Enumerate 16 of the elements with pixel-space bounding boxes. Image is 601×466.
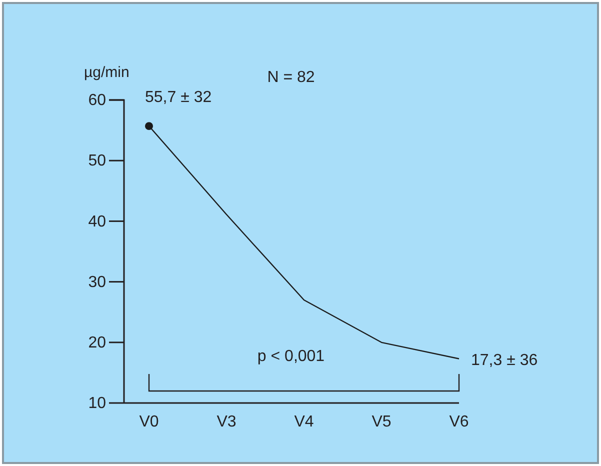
y-tick-label: 10 <box>88 395 106 412</box>
x-tick-label: V6 <box>449 413 469 430</box>
y-axis-title: µg/min <box>84 64 130 81</box>
y-tick-label: 20 <box>88 334 106 352</box>
y-tick-label: 30 <box>88 274 106 291</box>
annotation: 55,7 ± 32 <box>145 89 212 106</box>
y-tick-label: 40 <box>88 213 106 230</box>
y-tick-label: 50 <box>88 152 106 170</box>
annotation: 17,3 ± 36 <box>471 352 538 369</box>
annotation: p < 0,001 <box>257 348 325 365</box>
x-tick-label: V4 <box>294 413 314 430</box>
x-tick-label: V3 <box>216 413 236 430</box>
x-tick-label: V5 <box>372 413 392 430</box>
x-tick-label: V0 <box>139 413 159 430</box>
text: N = 82 <box>267 69 315 86</box>
y-tick-label: 60 <box>88 92 106 110</box>
